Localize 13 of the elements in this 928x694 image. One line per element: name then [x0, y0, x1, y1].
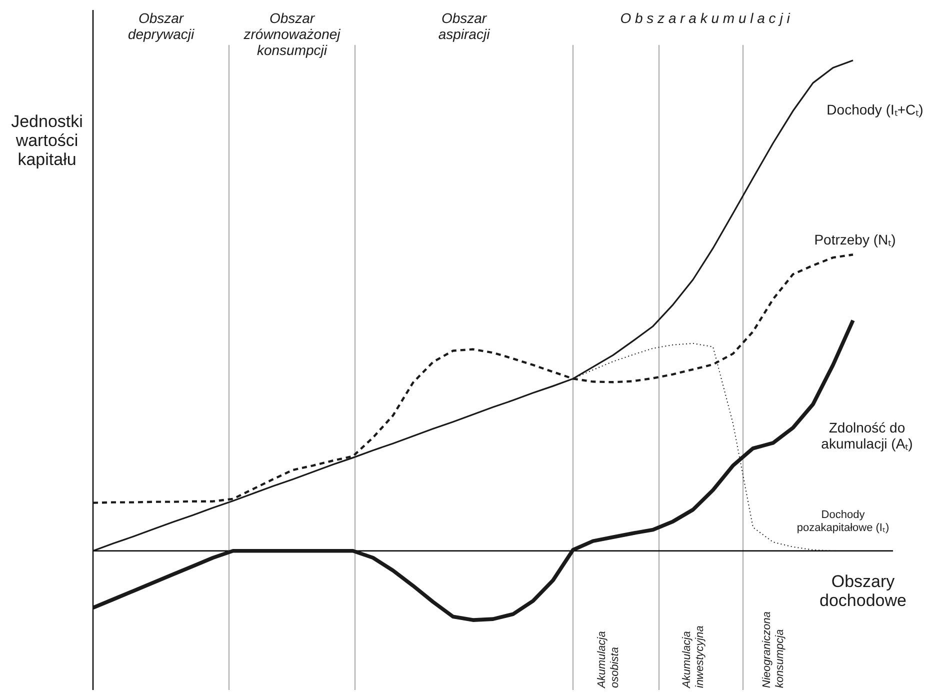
text: O b s z a r a k u m u l a c j i: [620, 10, 791, 26]
text: Obszar deprywacji: [128, 10, 195, 42]
text: Obszar zrównoważonej konsumpcji: [242, 10, 342, 58]
text: Obszar aspiracji: [438, 10, 491, 42]
x-axis-title: Obszary dochodowe: [820, 572, 906, 610]
y-axis-title: Jednostki wartości kapitału: [11, 112, 83, 169]
series-label: Zdolność do akumulacji (Aₜ): [821, 419, 913, 452]
annotation: Nieograniczona konsumpcja: [761, 612, 786, 688]
text: Akumulacja inwestycyjna: [681, 626, 706, 689]
series-label: Potrzeby (Nₜ): [814, 232, 896, 248]
text: Akumulacja osobista: [596, 631, 621, 689]
series-label: Dochody pozakapitałowe (Iₜ): [796, 508, 890, 534]
series-label: Dochody (Iₜ+Cₜ): [826, 101, 924, 118]
